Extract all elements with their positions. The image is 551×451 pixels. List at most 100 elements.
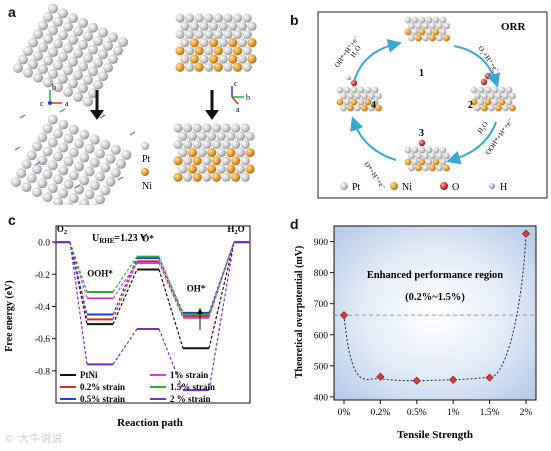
- legend-label-c: 0.5% strain: [80, 394, 125, 404]
- region-title: Enhanced performance region: [367, 270, 503, 281]
- watermark: © 大牛说说: [4, 432, 63, 445]
- svg-text:a: a: [236, 105, 240, 114]
- x-axis-label-c: Reaction path: [117, 417, 183, 429]
- energy-connector: [112, 256, 138, 293]
- down-arrow-right-head: [205, 110, 219, 120]
- data-point-d: [485, 373, 494, 382]
- x-tick-label-d: 0.2%: [371, 408, 391, 418]
- pt-slab-top-view: [13, 3, 128, 107]
- legend-pt-label-a: Pt: [142, 154, 151, 165]
- energy-connector: [112, 257, 138, 315]
- label-h2o-right: H₂O: [476, 120, 490, 135]
- panel-label-c: c: [8, 212, 16, 228]
- x-axis-label-d: Tensile Strength: [397, 429, 473, 441]
- label-o-h-e: O*+H⁺+e⁻: [362, 161, 387, 192]
- x-tick-label-d: 2%: [520, 408, 533, 418]
- svg-text:b: b: [246, 93, 250, 102]
- y-tick-label-d: 800: [314, 269, 329, 279]
- legend-o-label-b: O: [452, 182, 459, 193]
- annotation-urhe: URHE=1.23 V: [92, 233, 148, 245]
- energy-connector: [69, 242, 88, 365]
- y-tick-label-c: -0.2: [35, 271, 50, 281]
- axes-triad-left: b c a: [40, 83, 69, 108]
- plot-frame-c: [55, 225, 251, 404]
- energy-connector: [69, 241, 88, 293]
- legend-pt-swatch-a: [141, 142, 149, 150]
- panel-label-d: d: [290, 216, 299, 232]
- legend-label-c: PtNi: [80, 370, 98, 380]
- panel-label-a: a: [8, 4, 16, 20]
- panel-label-b: b: [290, 12, 299, 28]
- energy-connector: [158, 269, 184, 349]
- panel-a-structures: b c a c a b Pt Ni: [11, 3, 257, 205]
- energy-connector: [112, 269, 138, 325]
- arrow-3-to-4: [350, 116, 397, 161]
- label-o2-h-e: O₂+H⁺+e⁻: [476, 45, 500, 75]
- legend-label-c: 2 % strain: [170, 394, 211, 404]
- axes-triad-right: c a b: [231, 79, 250, 114]
- legend-ni-label-a: Ni: [142, 181, 152, 192]
- plot-frame-d: [333, 225, 537, 401]
- data-point-d: [521, 229, 531, 238]
- step-number-1: 1: [419, 68, 424, 79]
- pt-slab-strained-top-view: [11, 108, 136, 205]
- svg-text:c: c: [234, 79, 238, 88]
- panel-c-free-energy-chart: 0.0 -0.2 -0.4 -0.6 -0.8 O2 OOH* O* OH* H2O PtNi 0…: [4, 224, 251, 429]
- data-point-d: [449, 375, 458, 384]
- legend-o-swatch-b: [440, 182, 448, 190]
- energy-connector: [208, 241, 235, 391]
- y-tick-label-c: -0.8: [35, 367, 50, 377]
- state-label: H2O: [227, 224, 244, 236]
- fit-curve: [343, 233, 527, 382]
- panel-d-overpotential-chart: 400 500 600 700 800 900 0% 0.2% 0.5% 1% 1.5% 2% Enh…: [294, 225, 537, 441]
- ptni-slab-strained-side-view: [173, 123, 255, 182]
- energy-connector: [208, 241, 235, 315]
- y-axis-label-d: Theoretical overpotential (mV): [294, 246, 305, 379]
- svg-text:b: b: [52, 83, 56, 92]
- legend-label-c: 1% strain: [170, 370, 208, 380]
- energy-connector: [158, 328, 184, 391]
- plot-bg-d: [334, 226, 536, 400]
- down-arrow-left-head: [90, 110, 104, 120]
- energy-connector: [112, 328, 138, 365]
- arrow-2-to-3: [446, 121, 497, 165]
- state-label: OOH*: [87, 268, 113, 278]
- step-number-4: 4: [371, 100, 376, 111]
- legend-ni-label-b: Ni: [402, 182, 412, 193]
- state-label: O*: [142, 233, 154, 243]
- energy-connector: [208, 241, 235, 349]
- energy-connector: [208, 241, 235, 318]
- orr-title: ORR: [501, 21, 527, 33]
- energy-connector: [69, 241, 88, 299]
- oh-up-arrow: [197, 308, 203, 330]
- legend-label-c: 0.2% strain: [80, 382, 125, 392]
- arrow-1-to-2: [453, 45, 501, 88]
- legend-ni-swatch-a: [141, 168, 149, 176]
- x-tick-label-d: 1%: [447, 408, 460, 418]
- y-axis-label-c: Free energy (eV): [4, 280, 15, 351]
- panel-b-orr-cycle: ORR O₂+H⁺+e⁻ H₂O OOH*+H⁺+e⁻ O*+H⁺+e⁻ OH*…: [317, 11, 548, 199]
- svg-text:c: c: [40, 99, 44, 108]
- x-tick-label-d: 0.5%: [407, 408, 427, 418]
- y-tick-label-d: 700: [314, 300, 329, 310]
- legend-ni-swatch-b: [390, 182, 398, 190]
- ptni-slab-side-view: [175, 13, 257, 72]
- y-tick-label-d: 400: [314, 393, 329, 403]
- orr-border: [317, 11, 548, 199]
- energy-connector: [158, 256, 184, 315]
- legend-label-c: 1.5% strain: [170, 382, 215, 392]
- x-tick-label-d: 1.5%: [480, 408, 500, 418]
- data-point-d: [376, 372, 385, 381]
- y-tick-label-c: 0.0: [38, 239, 50, 249]
- data-point-d: [412, 376, 421, 385]
- y-tick-label-d: 500: [314, 362, 329, 372]
- state-label: OH*: [187, 284, 206, 294]
- legend-h-swatch-b: [489, 183, 495, 189]
- energy-connector: [112, 262, 138, 299]
- step-number-2: 2: [468, 100, 473, 111]
- x-tick-label-d: 0%: [338, 408, 351, 418]
- energy-connector: [69, 241, 88, 315]
- arrow-4-to-1: [353, 39, 402, 83]
- y-tick-label-c: -0.6: [35, 335, 50, 345]
- region-range: (0.2%~1.5%): [405, 292, 465, 303]
